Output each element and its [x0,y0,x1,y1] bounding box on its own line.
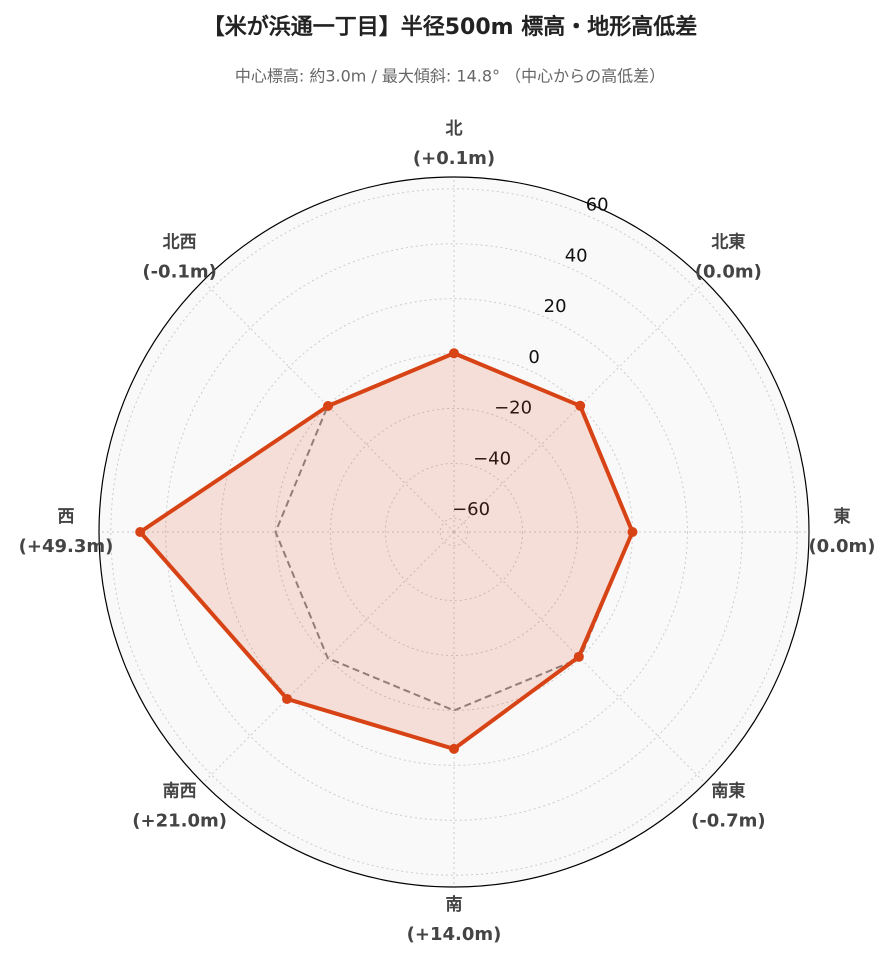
category-label: 北西 [163,233,197,253]
grid-spoke [202,531,455,784]
r-tick-label: −40 [473,448,511,469]
grid-spoke [453,531,706,784]
data-point [627,527,638,537]
grid-spoke [202,280,455,533]
value-label: (+14.0m) [407,924,502,945]
grid-circle [384,462,524,602]
category-label: 東 [834,506,851,527]
data-point [449,348,459,359]
r-tick-label: 0 [528,347,539,368]
value-label: (+21.0m) [132,810,227,831]
r-tick-label: 20 [544,296,567,317]
data-point [323,401,334,412]
data-point [449,743,459,754]
grid-spoke [453,280,706,533]
category-label: 北東 [711,232,745,253]
value-label: (0.0m) [695,262,762,283]
r-tick-label: 60 [586,195,609,216]
grid-circle [439,517,469,547]
grid-circle [110,188,798,876]
r-tick-label: −20 [494,398,532,419]
grid-circle [220,298,688,766]
grid-circle [329,407,579,657]
value-label: (-0.1m) [142,262,217,283]
data-point [282,693,293,704]
category-label: 南 [446,894,463,915]
value-label: (-0.7m) [691,810,766,831]
category-label: 南西 [163,780,197,801]
category-label: 北 [446,119,463,139]
data-point [575,400,586,411]
r-tick-label: 40 [565,245,588,266]
grid-circle [165,243,743,821]
data-point [135,527,146,537]
r-tick-label: −60 [452,499,490,520]
value-label: (0.0m) [808,536,875,557]
data-point [573,651,584,662]
plot-border [98,176,810,888]
category-label: 南東 [711,780,745,801]
chart-subtitle: 中心標高: 約3.0m / 最大傾斜: 14.8° （中心からの高低差） [235,67,665,86]
category-label: 西 [58,507,75,527]
value-label: (+49.3m) [19,536,114,557]
chart-title: 【米が浜通一丁目】半径500m 標高・地形高低差 [203,14,698,40]
value-label: (+0.1m) [413,148,495,169]
